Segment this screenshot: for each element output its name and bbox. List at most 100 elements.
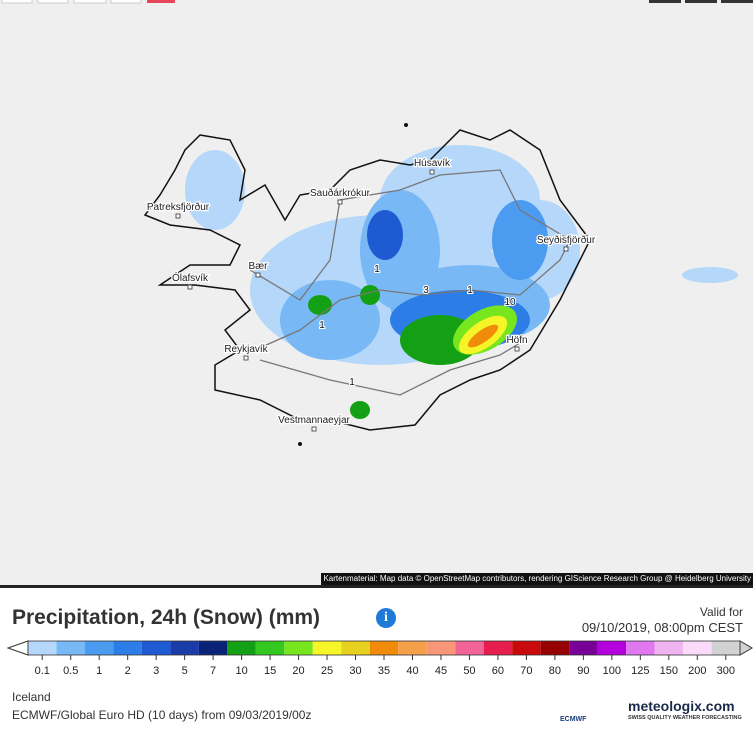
scale-swatch — [141, 641, 171, 655]
button[interactable] — [721, 0, 753, 3]
scale-label: 40 — [406, 665, 418, 677]
ecmwf-logo: ECMWF — [560, 716, 587, 723]
island — [404, 123, 408, 127]
top-buttons — [1, 0, 753, 4]
model-info: ECMWF/Global Euro HD (10 days) from 09/0… — [12, 708, 312, 722]
attribution: Kartenmaterial: Map data © OpenStreetMap… — [321, 573, 753, 585]
place-label: Sauðárkrókur — [310, 187, 371, 199]
scale-swatch — [28, 641, 57, 655]
place-marker — [255, 272, 261, 278]
scale-label: 70 — [520, 665, 532, 677]
scale-border — [27, 640, 741, 656]
roads — [249, 169, 571, 396]
color-scale: 0.1 0.5 1 2 3 5 7 10 15 20 25 30 35 40 45 50 60 70 80 90 100… — [6, 640, 753, 677]
road — [249, 169, 571, 301]
scale-swatch — [113, 641, 142, 655]
contour-label: 1 — [349, 377, 355, 388]
place-marker — [514, 346, 520, 352]
tagline: SWISS QUALITY WEATHER FORECASTING — [628, 715, 742, 721]
place-label: Bær — [249, 261, 269, 272]
scale-swatch — [426, 641, 456, 655]
place-marker — [563, 246, 569, 252]
place-label: Patreksfjörður — [147, 201, 210, 213]
scale-label: 10 — [235, 665, 247, 677]
button[interactable] — [685, 0, 717, 3]
scale-swatch — [369, 641, 399, 655]
scale-swatch — [227, 641, 256, 655]
precip-area — [367, 210, 403, 260]
scale-swatch — [711, 641, 740, 655]
scale-swatch — [170, 641, 199, 655]
place-marker — [243, 355, 249, 361]
scale-label: 7 — [210, 665, 216, 677]
scale-label: 80 — [549, 665, 561, 677]
scale-label: 15 — [264, 665, 276, 677]
scale-label: 45 — [435, 665, 447, 677]
precip-area — [280, 280, 380, 360]
place-marker — [175, 213, 181, 219]
button[interactable] — [1, 0, 33, 4]
valid-label: Valid for — [699, 605, 743, 619]
button[interactable] — [37, 0, 69, 4]
scale-swatch — [84, 641, 114, 655]
brand[interactable]: meteologix.com — [628, 698, 735, 714]
precip-area — [467, 324, 499, 348]
place-marker — [429, 169, 435, 175]
place-label: Húsavík — [414, 158, 451, 169]
precipitation — [185, 145, 738, 419]
button[interactable] — [147, 0, 175, 3]
precip-area — [492, 200, 548, 280]
scale-label: 1 — [96, 665, 102, 677]
scale-swatch — [683, 641, 712, 655]
place-marker — [311, 426, 317, 432]
contour-labels: 1 1 3 1 10 1 — [318, 263, 517, 389]
scale-label: 90 — [577, 665, 589, 677]
scale-swatch — [512, 641, 541, 655]
contour-label: 1 — [319, 320, 325, 331]
scale-swatch — [198, 641, 228, 655]
place-label: Höfn — [506, 335, 527, 346]
button[interactable] — [73, 0, 107, 4]
scale-label: 60 — [492, 665, 504, 677]
places: Húsavík Sauðárkrókur Patreksfjörður Seyðisf… — [146, 157, 597, 432]
place-marker — [187, 284, 193, 290]
scale-swatch — [455, 641, 484, 655]
scale-label: 20 — [292, 665, 304, 677]
scale-label: 35 — [378, 665, 390, 677]
info-icon[interactable]: i — [376, 608, 396, 628]
scale-label: 300 — [717, 665, 735, 677]
precip-area — [185, 150, 245, 230]
scale-swatch — [540, 641, 570, 655]
contour-label: 1 — [467, 285, 473, 296]
title: Precipitation, 24h (Snow) (mm) — [12, 606, 321, 629]
scale-swatch — [56, 641, 85, 655]
scale-swatch — [483, 641, 513, 655]
island — [298, 442, 302, 446]
contour-label: 10 — [504, 297, 516, 308]
contour-label: 3 — [423, 285, 429, 296]
scale-swatch — [284, 641, 313, 655]
precip-area — [308, 295, 332, 315]
valid-time: 09/10/2019, 08:00pm CEST — [581, 620, 743, 635]
map-canvas: Húsavík Sauðárkrókur Patreksfjörður Seyðisf… — [1, 0, 753, 446]
road — [259, 339, 526, 396]
legend-panel: Precipitation, 24h (Snow) (mm) i Valid f… — [0, 585, 753, 729]
scale-label: 30 — [349, 665, 361, 677]
precip-area — [682, 267, 738, 283]
map: Húsavík Sauðárkrókur Patreksfjörður Seyðisf… — [0, 0, 753, 585]
scale-swatch — [312, 641, 342, 655]
contour-label: 1 — [374, 264, 380, 275]
button[interactable] — [110, 0, 142, 4]
place-label: Vestmannaeyjar — [278, 415, 350, 426]
scale-label: 0.1 — [35, 665, 50, 677]
scale-label: 200 — [688, 665, 706, 677]
road — [254, 239, 571, 351]
button[interactable] — [649, 0, 681, 3]
scale-swatch — [398, 641, 427, 655]
place-marker — [337, 199, 343, 205]
scale-swatch — [654, 641, 684, 655]
scale-label: 150 — [660, 665, 678, 677]
scale-swatch — [341, 641, 370, 655]
scale-swatch — [569, 641, 598, 655]
